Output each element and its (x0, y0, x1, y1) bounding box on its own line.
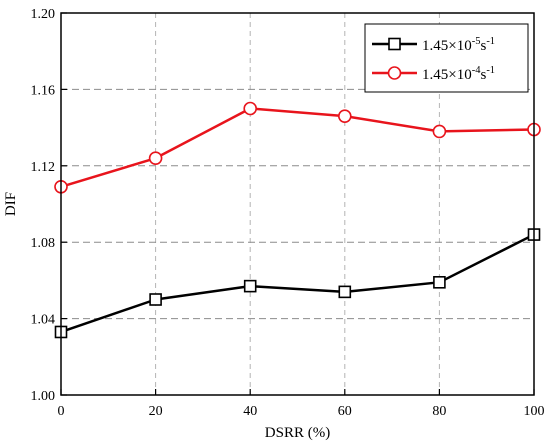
legend-label-unit: s (480, 38, 486, 54)
series-2-marker (148, 151, 163, 165)
series-1-line (60, 233, 535, 334)
legend-label-exp: -5 (472, 36, 481, 47)
y-tick-label: 1.16 (31, 83, 56, 98)
x-tick-label: 100 (524, 404, 545, 419)
series-1 (54, 228, 541, 339)
x-tick-label: 60 (338, 404, 352, 419)
x-axis-title: DSRR (%) (265, 425, 330, 441)
series-1-marker (433, 276, 446, 289)
series-2-marker (432, 124, 447, 139)
y-tick-label: 1.12 (31, 160, 56, 175)
axis-ticks: 0 20 40 60 80 100 1.00 1.04 1.08 1.12 1.16 1.20 (31, 7, 545, 419)
series-1-marker (338, 285, 352, 299)
y-tick-label: 1.20 (31, 7, 56, 22)
legend-box (364, 23, 529, 93)
legend-label-unit-exp: -1 (486, 65, 495, 76)
series-layer (54, 101, 541, 339)
y-tick-label: 1.08 (31, 236, 56, 251)
y-tick-label: 1.04 (31, 313, 56, 328)
plot-frame (60, 12, 535, 396)
legend-label-base: 1.45×10 (422, 67, 472, 83)
legend-label: 1.45×10-4s-1 (422, 65, 495, 83)
legend-swatch-marker (387, 66, 402, 80)
y-tick-label: 1.00 (31, 389, 56, 404)
series-2 (54, 101, 541, 194)
legend-swatch-marker (388, 37, 401, 51)
series-2-marker (243, 101, 257, 116)
x-tick-label: 80 (432, 404, 446, 419)
y-axis-title: DIF (3, 192, 19, 216)
legend-label: 1.45×10-5s-1 (422, 36, 495, 54)
legend-label-unit: s (480, 67, 486, 83)
legend-label-exp: -4 (472, 65, 481, 76)
x-tick-label: 0 (58, 404, 65, 419)
x-tick-label: 20 (149, 404, 163, 419)
series-2-line (60, 107, 535, 189)
legend: 1.45×10-5s-11.45×10-4s-1 (364, 23, 529, 93)
legend-label-unit-exp: -1 (486, 36, 495, 47)
series-2-marker (337, 109, 352, 123)
series-1-marker (243, 279, 257, 293)
x-tick-label: 40 (243, 404, 257, 419)
legend-label-base: 1.45×10 (422, 38, 472, 54)
series-1-marker (149, 293, 162, 306)
